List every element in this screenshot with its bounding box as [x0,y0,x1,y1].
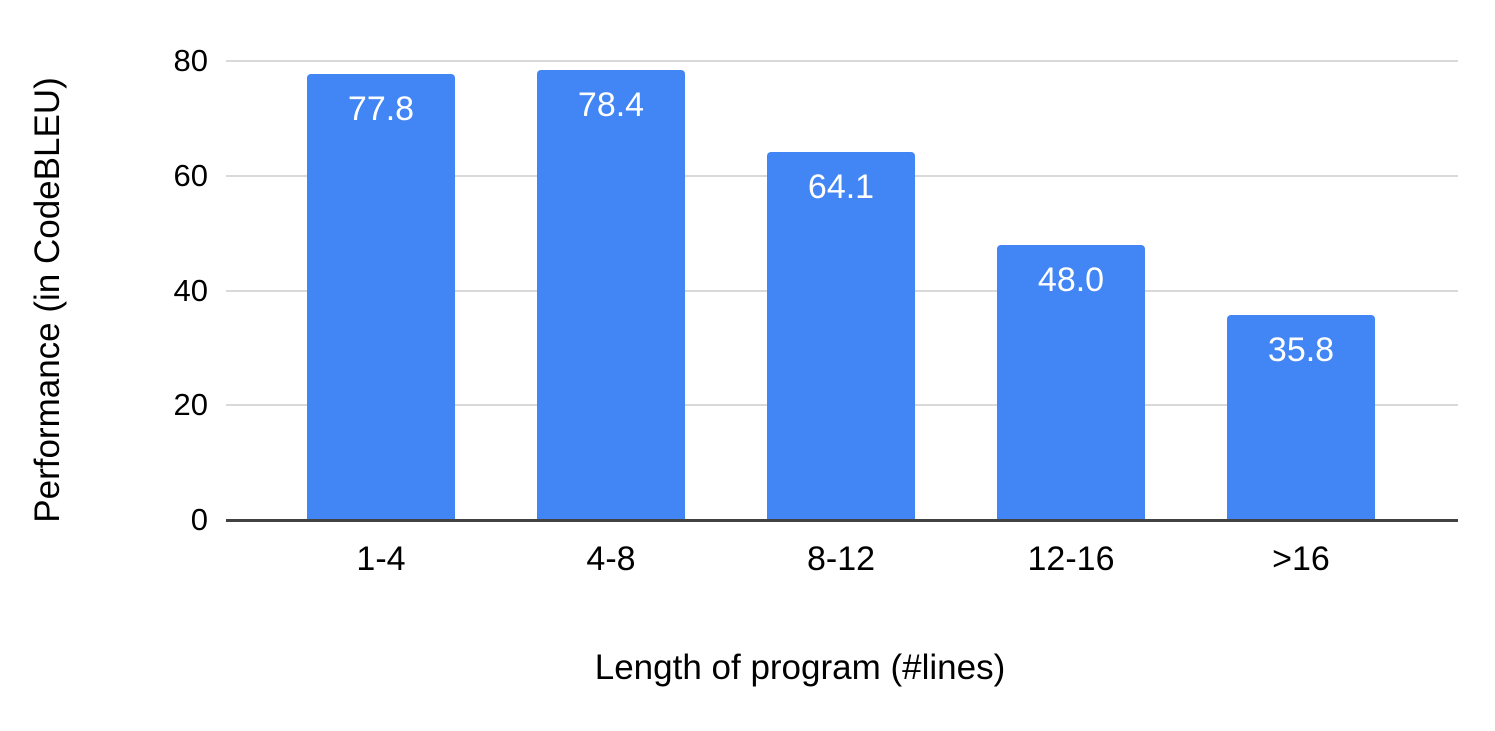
x-axis-baseline [226,519,1458,522]
bar-value-label: 77.8 [347,89,415,128]
bar: 78.4 [537,70,685,520]
x-tick-label: 1-4 [356,540,406,578]
bar-value-label: 64.1 [807,168,875,207]
y-tick-label: 60 [173,157,208,193]
bar: 77.8 [307,73,455,520]
y-tick-label: 80 [173,43,208,78]
bar-value-label: 48.0 [1037,260,1105,299]
x-axis-title: Length of program (#lines) [594,648,1006,687]
gridline-y-80 [226,60,1458,62]
bar-value-label: 78.4 [577,86,645,125]
x-tick-label: >16 [1272,540,1330,578]
bar: 48.0 [997,244,1145,520]
x-tick-label: 4-8 [586,540,636,578]
bar: 64.1 [767,152,915,520]
x-tick-label: 12-16 [1027,540,1115,578]
y-tick-label: 40 [173,272,208,308]
y-axis-title: Performance (in CodeBLEU) [28,77,67,523]
bar: 35.8 [1227,314,1375,520]
x-tick-label: 8-12 [806,540,876,578]
y-tick-label: 20 [173,387,208,423]
y-tick-label: 0 [190,502,208,537]
bar-value-label: 35.8 [1267,330,1335,369]
